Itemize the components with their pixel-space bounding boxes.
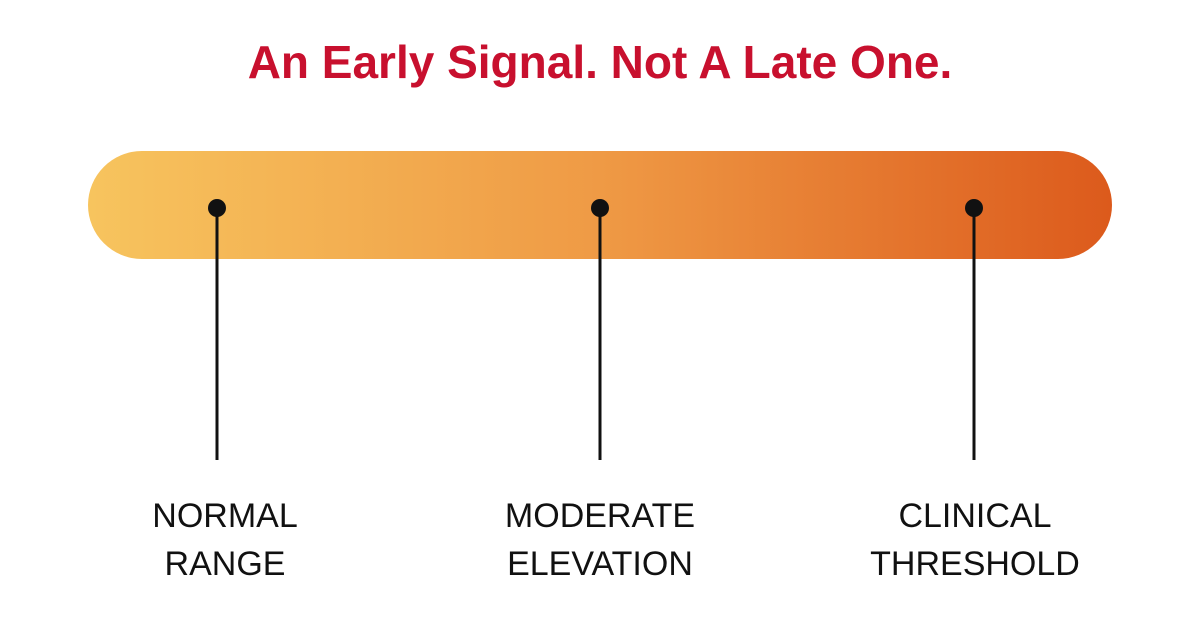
marker-label: ELEVATION [507,545,693,583]
marker-dot [591,199,609,217]
marker-label: NORMAL [152,497,297,535]
marker-label: THRESHOLD [870,545,1080,583]
marker: MODERATE ELEVATION [505,199,695,583]
marker: NORMAL RANGE [152,199,298,583]
title: An Early Signal. Not A Late One. [248,36,953,88]
marker: CLINICAL THRESHOLD [870,199,1080,583]
marker-label: RANGE [165,545,286,583]
marker-dot [208,199,226,217]
marker-label: CLINICAL [898,497,1051,535]
marker-dot [965,199,983,217]
marker-label: MODERATE [505,497,695,535]
